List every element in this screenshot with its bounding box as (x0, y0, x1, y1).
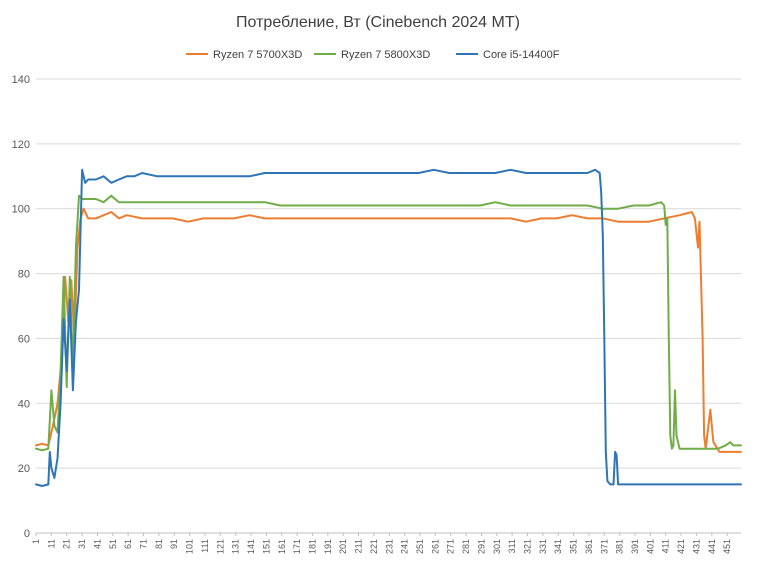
x-tick-label: 301 (492, 539, 502, 554)
grid (36, 78, 741, 534)
x-tick-label: 91 (169, 539, 179, 549)
y-tick-label: 20 (18, 463, 30, 475)
legend-label-2: Core i5-14400F (483, 49, 560, 61)
x-tick-label: 371 (599, 539, 609, 554)
x-tick-label: 131 (231, 539, 241, 554)
y-tick-label: 100 (12, 204, 30, 216)
x-tick-label: 51 (108, 539, 118, 549)
x-tick-label: 291 (476, 539, 486, 554)
x-tick-label: 351 (569, 539, 579, 554)
x-tick-label: 141 (246, 539, 256, 554)
x-tick-label: 381 (615, 539, 625, 554)
x-tick-label: 441 (707, 539, 717, 554)
x-tick-label: 431 (691, 539, 701, 554)
x-axis-ticks: 1 11 21 31 41 51 61 71 81 91 101 111 121 131 141 151 161… (31, 533, 732, 554)
y-axis-ticks: 0 20 40 60 80 100 120 140 (12, 74, 30, 540)
x-tick-label: 421 (676, 539, 686, 554)
x-tick-label: 221 (369, 539, 379, 554)
x-tick-label: 311 (507, 539, 517, 553)
x-tick-label: 391 (630, 539, 640, 554)
x-tick-label: 211 (354, 539, 364, 553)
x-tick-label: 451 (722, 539, 732, 554)
x-tick-label: 101 (185, 539, 195, 554)
x-tick-label: 361 (584, 539, 594, 554)
x-tick-label: 411 (661, 539, 671, 553)
x-tick-label: 61 (123, 539, 133, 549)
x-tick-label: 341 (553, 539, 563, 554)
x-tick-label: 21 (62, 539, 72, 549)
x-tick-label: 321 (523, 539, 533, 554)
series-lines (35, 168, 742, 487)
y-tick-label: 60 (18, 333, 30, 345)
y-tick-label: 40 (18, 398, 30, 410)
x-tick-label: 281 (461, 539, 471, 554)
x-tick-label: 241 (400, 539, 410, 554)
x-tick-label: 111 (200, 539, 210, 553)
x-tick-label: 331 (538, 539, 548, 554)
x-tick-label: 271 (446, 539, 456, 554)
x-tick-label: 121 (215, 539, 225, 554)
x-tick-label: 11 (46, 539, 56, 548)
legend-label-0: Ryzen 7 5700X3D (213, 49, 302, 61)
legend-label-1: Ryzen 7 5800X3D (341, 49, 430, 61)
x-tick-label: 71 (139, 539, 149, 549)
x-tick-label: 401 (645, 539, 655, 554)
x-tick-label: 261 (430, 539, 440, 554)
chart-title: Потребление, Вт (Cinebench 2024 MT) (236, 14, 520, 31)
x-tick-label: 31 (77, 539, 87, 549)
series-line-1 (35, 194, 742, 452)
x-tick-label: 181 (307, 539, 317, 554)
y-tick-label: 80 (18, 269, 30, 281)
y-tick-label: 140 (12, 74, 30, 86)
x-tick-label: 231 (384, 539, 394, 554)
y-tick-label: 0 (24, 528, 30, 540)
x-tick-label: 171 (292, 539, 302, 554)
series-line-0 (35, 207, 742, 453)
x-tick-label: 151 (261, 539, 271, 554)
x-tick-label: 201 (338, 539, 348, 554)
x-tick-label: 1 (31, 539, 41, 544)
x-tick-label: 191 (323, 539, 333, 554)
series-line-2 (35, 168, 742, 487)
y-tick-label: 120 (12, 139, 30, 151)
x-tick-label: 41 (92, 539, 102, 549)
x-tick-label: 81 (154, 539, 164, 549)
x-tick-label: 251 (415, 539, 425, 554)
x-tick-label: 161 (277, 539, 287, 554)
legend: Ryzen 7 5700X3D Ryzen 7 5800X3D Core i5-14… (186, 49, 560, 61)
